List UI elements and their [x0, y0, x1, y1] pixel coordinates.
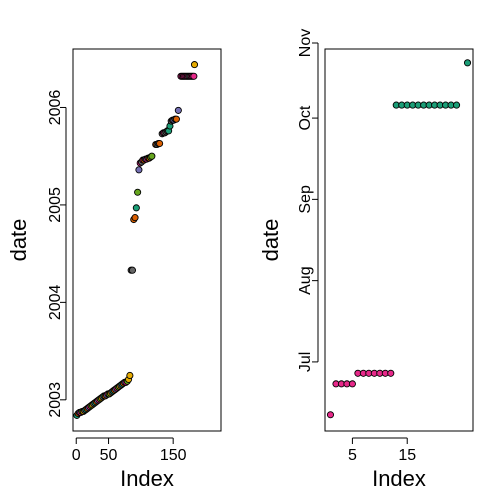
data-point: [131, 214, 139, 222]
x-tick-label: 5: [348, 447, 357, 464]
x-axis-title: Index: [120, 466, 174, 491]
x-tick-label: 15: [398, 447, 416, 464]
y-tick-label: Sep: [297, 185, 314, 214]
data-point: [156, 139, 164, 148]
x-tick-label: 50: [100, 447, 118, 464]
data-point: [453, 101, 461, 109]
y-tick-label: Nov: [297, 29, 314, 57]
data-point: [128, 266, 137, 274]
x-tick-label: 0: [72, 447, 81, 464]
y-tick-label: 2004: [47, 284, 64, 320]
y-tick-label: 2003: [47, 382, 64, 418]
data-point: [148, 152, 156, 160]
y-tick-label: 2005: [47, 187, 64, 223]
data-point: [190, 61, 199, 69]
data-point: [134, 188, 142, 196]
y-axis-title: date: [258, 219, 283, 262]
y-tick-label: 2006: [47, 90, 64, 126]
y-tick-label: Jul: [297, 352, 314, 372]
y-tick-label: Oct: [297, 105, 314, 130]
y-tick-label: Aug: [297, 266, 314, 294]
data-point: [174, 106, 182, 114]
y-axis-title: date: [6, 219, 31, 262]
data-point: [326, 411, 335, 419]
right-panel: 5 15 Jul Aug Sep Oct Nov Index date: [258, 29, 474, 491]
data-point: [126, 371, 134, 380]
plot-frame: [324, 48, 474, 432]
data-point: [132, 204, 140, 212]
data-point: [348, 380, 356, 388]
x-tick-label: 150: [160, 447, 187, 464]
data-point: [463, 59, 472, 67]
data-point: [172, 115, 180, 123]
x-axis-title: Index: [372, 466, 426, 491]
left-panel: 0 50 150 2003 2004 2005 2006 Index date: [6, 48, 222, 491]
data-point: [135, 166, 143, 174]
data-point: [387, 369, 395, 377]
plot-frame: [72, 48, 222, 432]
data-point: [190, 72, 198, 80]
